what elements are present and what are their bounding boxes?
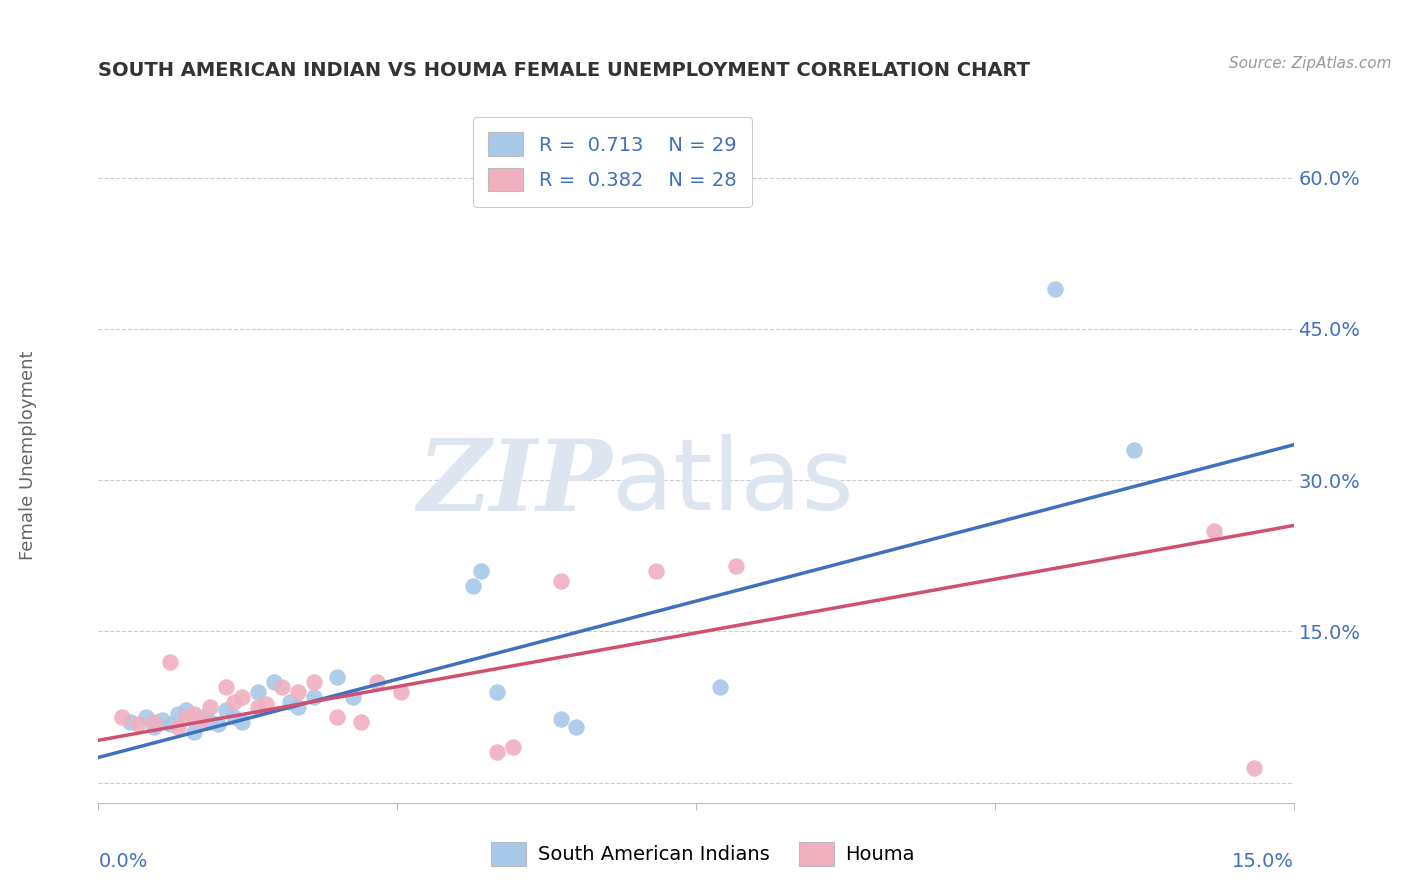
Point [183,725,205,739]
Point [550,712,572,726]
Point [174,703,197,717]
Point [135,710,157,724]
Point [120,715,142,730]
Point [198,715,221,730]
Point [150,713,173,727]
Point [724,558,747,573]
Text: Source: ZipAtlas.com: Source: ZipAtlas.com [1229,56,1392,71]
Legend: South American Indians, Houma: South American Indians, Houma [484,834,922,873]
Legend: R =  0.713    N = 29, R =  0.382    N = 28: R = 0.713 N = 29, R = 0.382 N = 28 [472,117,752,207]
Point [143,720,166,734]
Text: atlas: atlas [613,434,853,532]
Point [645,564,668,578]
Point [1043,281,1066,295]
Text: ZIP: ZIP [418,434,613,531]
Point [342,690,364,704]
Point [366,674,388,689]
Point [287,700,309,714]
Text: 0.0%: 0.0% [98,852,148,871]
Point [111,710,134,724]
Point [326,710,349,724]
Point [207,717,229,731]
Point [1243,760,1265,774]
Point [167,720,190,734]
Point [246,685,269,699]
Point [485,685,508,699]
Point [183,707,205,722]
Point [302,674,325,689]
Point [174,710,197,724]
Point [215,703,238,717]
Point [1202,524,1225,538]
Point [167,707,190,722]
Point [222,695,245,709]
Point [270,680,292,694]
Point [198,700,221,714]
Point [350,715,373,730]
Point [470,564,492,578]
Point [222,710,245,724]
Point [143,715,166,730]
Point [565,720,588,734]
Point [709,680,731,694]
Point [287,685,309,699]
Point [215,680,238,694]
Point [191,713,214,727]
Point [389,685,412,699]
Point [461,579,484,593]
Point [302,690,325,704]
Text: 15.0%: 15.0% [1232,852,1294,871]
Point [191,710,214,724]
Text: SOUTH AMERICAN INDIAN VS HOUMA FEMALE UNEMPLOYMENT CORRELATION CHART: SOUTH AMERICAN INDIAN VS HOUMA FEMALE UN… [98,62,1031,80]
Point [1123,442,1146,457]
Point [485,745,508,759]
Point [254,697,277,711]
Point [550,574,572,588]
Point [263,674,285,689]
Point [502,740,524,755]
Point [278,695,301,709]
Point [159,717,181,731]
Point [231,715,253,730]
Point [159,655,181,669]
Point [231,690,253,704]
Text: Female Unemployment: Female Unemployment [20,351,37,559]
Point [326,670,349,684]
Point [246,700,269,714]
Point [127,717,149,731]
